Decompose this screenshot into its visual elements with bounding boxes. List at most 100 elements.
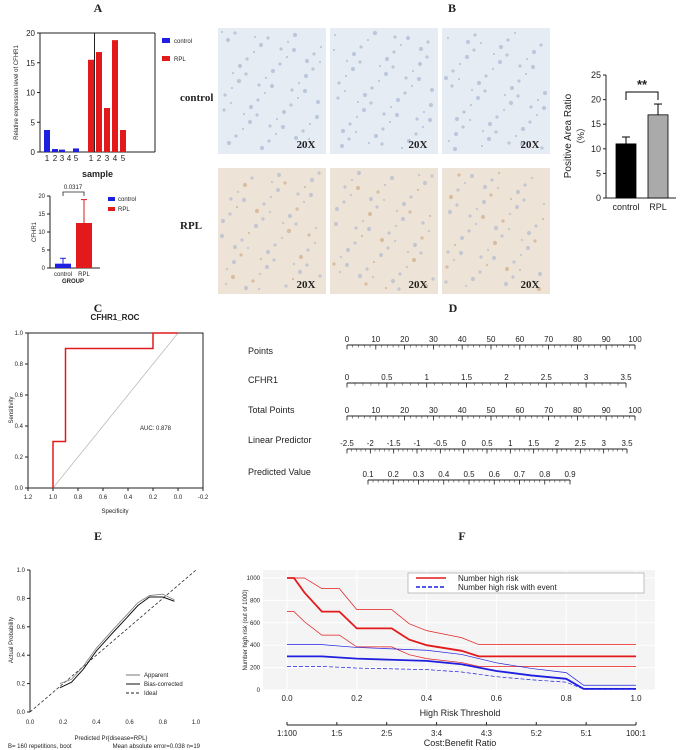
cell-nucleus <box>219 233 225 239</box>
cell-nucleus <box>266 36 270 40</box>
tick-label: 100 <box>628 406 642 415</box>
cell-nucleus <box>443 75 449 81</box>
auc-label: AUC: 0.878 <box>140 426 172 432</box>
x-tick-label: 0.4 <box>421 694 433 703</box>
x-tick-label: 3 <box>60 154 65 163</box>
cell-nucleus <box>244 72 248 76</box>
cell-nucleus <box>461 125 465 129</box>
magnification-label: 20X <box>297 279 316 291</box>
cell-nucleus <box>237 63 243 69</box>
cell-nucleus <box>530 176 534 180</box>
cell-nucleus <box>264 264 270 270</box>
reference-diagonal <box>52 332 179 489</box>
cell-nucleus <box>459 235 465 241</box>
tick-label: 0.2 <box>388 470 400 479</box>
cell-nucleus <box>308 192 314 198</box>
cell-nucleus <box>514 204 520 210</box>
cell-nucleus <box>503 281 509 287</box>
cell-nucleus <box>458 62 462 66</box>
cell-nucleus <box>344 74 348 78</box>
x-tick-label: 0.2 <box>149 495 158 501</box>
cell-nucleus <box>253 35 257 39</box>
cell-nucleus <box>350 178 354 182</box>
cell-nucleus <box>333 221 339 227</box>
micrograph-tile <box>442 28 550 154</box>
y-tick-label: 0 <box>596 193 601 203</box>
x-tick-label: 0.4 <box>124 495 133 501</box>
cell-nucleus <box>428 214 432 218</box>
cell-nucleus <box>283 181 287 185</box>
cell-nucleus <box>275 117 279 121</box>
cell-nucleus <box>503 93 507 97</box>
tick-label: 70 <box>544 335 553 344</box>
cell-nucleus <box>287 213 293 219</box>
cell-nucleus <box>314 226 318 230</box>
cell-nucleus <box>368 196 374 202</box>
cell-nucleus <box>496 186 500 190</box>
legend-label: Bias-corrected <box>144 682 183 688</box>
tick-label: 0.1 <box>362 470 374 479</box>
cell-nucleus <box>457 77 461 81</box>
cell-nucleus <box>295 207 299 211</box>
tick-label: 0.4 <box>438 470 450 479</box>
x-tick-label: 4 <box>67 154 72 163</box>
cell-nucleus <box>539 43 543 47</box>
y-tick-label: 200 <box>250 666 261 672</box>
y-tick-label: 400 <box>250 643 261 649</box>
cell-nucleus <box>242 112 246 116</box>
cell-nucleus <box>523 183 527 187</box>
cell-nucleus <box>529 105 533 109</box>
cell-nucleus <box>372 260 376 264</box>
x-axis-label: Specificity <box>101 509 128 515</box>
micrograph-tile <box>218 28 326 154</box>
y-tick-label: 10 <box>38 230 45 236</box>
cell-nucleus <box>428 102 434 108</box>
cell-nucleus <box>479 41 483 45</box>
cell-nucleus <box>444 280 448 284</box>
cell-nucleus <box>371 275 375 279</box>
cell-nucleus <box>386 246 390 250</box>
cell-nucleus <box>480 214 486 220</box>
cell-nucleus <box>231 71 235 75</box>
cell-nucleus <box>361 219 365 223</box>
cell-nucleus <box>391 65 395 69</box>
nomogram-row-label: Predicted Value <box>248 467 311 477</box>
cell-nucleus <box>231 259 237 265</box>
cell-nucleus <box>493 225 499 231</box>
tick-label: 0 <box>345 335 350 344</box>
cell-nucleus <box>319 45 323 49</box>
tick-label: 50 <box>487 335 496 344</box>
cell-nucleus <box>448 194 454 200</box>
cell-nucleus <box>308 122 312 126</box>
micrograph-tile <box>218 168 326 294</box>
cell-nucleus <box>464 284 468 288</box>
panel-label-f: F <box>458 529 465 543</box>
cell-nucleus <box>399 43 403 47</box>
footnote-left: B= 160 repetitions, boot <box>8 744 72 750</box>
y-tick-label: 0.4 <box>15 424 24 430</box>
cell-nucleus <box>481 129 485 133</box>
cell-nucleus <box>338 270 342 274</box>
tick-label: 80 <box>573 335 582 344</box>
cell-nucleus <box>504 266 510 272</box>
cell-nucleus <box>487 121 493 127</box>
cell-nucleus <box>246 246 250 250</box>
cell-nucleus <box>475 207 479 211</box>
cell-nucleus <box>273 243 277 247</box>
cell-nucleus <box>419 251 423 255</box>
cell-nucleus <box>358 60 362 64</box>
cell-nucleus <box>268 210 272 214</box>
cell-nucleus <box>427 229 431 233</box>
chart-f: 0 200 400 600 800 1000 0.0 0.2 0.4 0.6 0.8 1.0 Numbe… <box>243 570 655 748</box>
cell-nucleus <box>264 76 268 80</box>
bar-rpl-3 <box>104 107 110 152</box>
cell-nucleus <box>382 198 386 202</box>
cell-nucleus <box>240 238 244 242</box>
cell-nucleus <box>397 287 401 291</box>
cell-nucleus <box>304 58 310 64</box>
cell-nucleus <box>229 101 233 105</box>
series-apparent <box>59 593 175 684</box>
cell-nucleus <box>491 67 495 71</box>
cell-nucleus <box>284 284 288 288</box>
cell-nucleus <box>302 88 308 94</box>
